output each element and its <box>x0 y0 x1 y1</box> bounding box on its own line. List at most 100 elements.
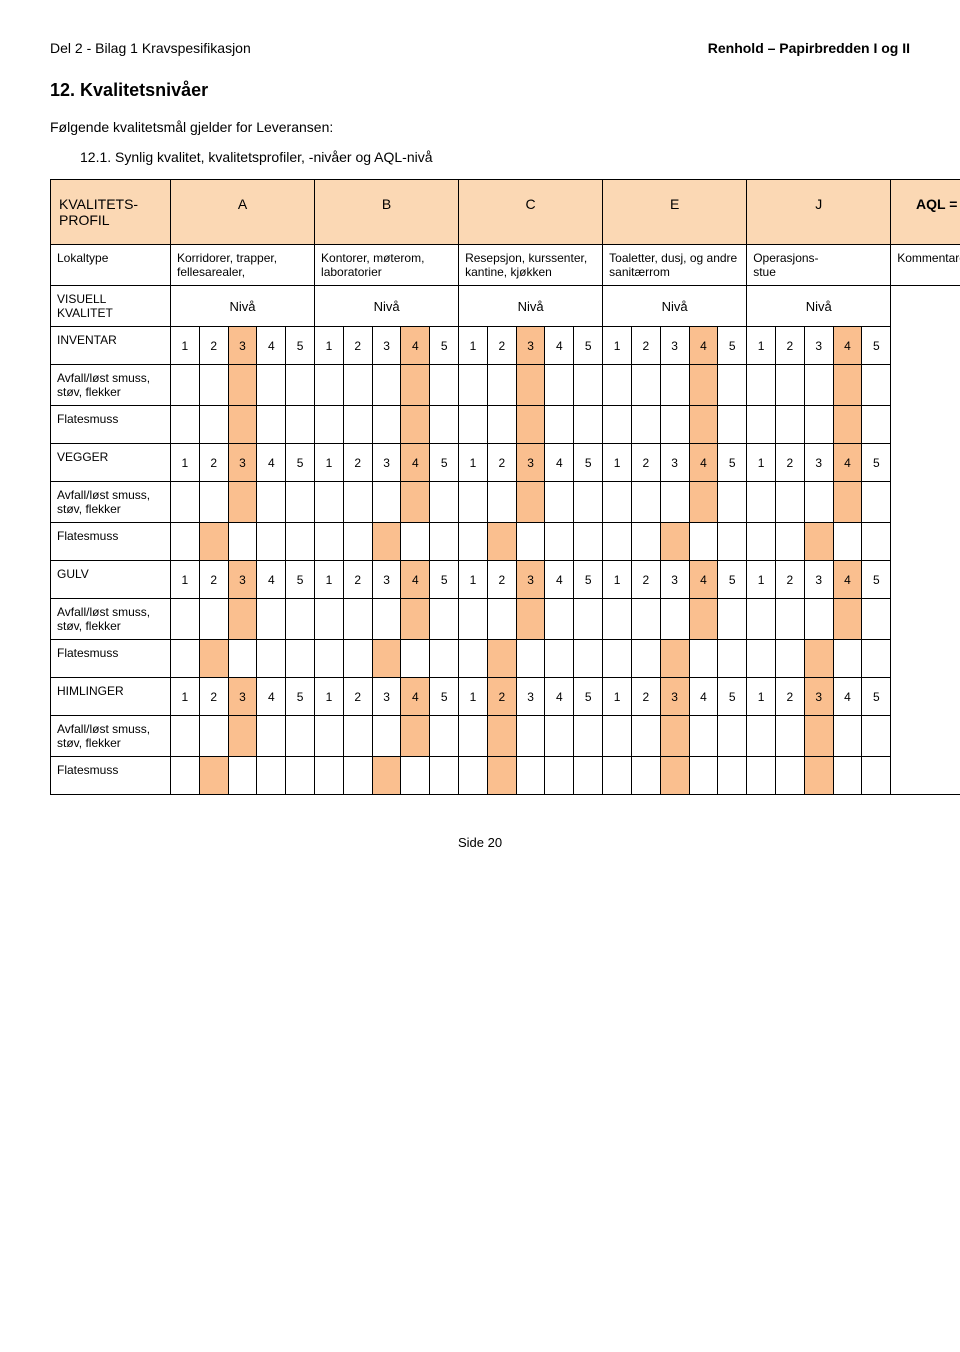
cell: 3 <box>228 444 257 482</box>
cell: 4 <box>401 561 430 599</box>
cell: 1 <box>315 327 344 365</box>
cell <box>315 365 344 406</box>
nivaa-2: Nivå <box>459 286 603 327</box>
cell <box>286 482 315 523</box>
cell <box>574 365 603 406</box>
nivaa-row: VISUELL KVALITETNivåNivåNivåNivåNivå <box>51 286 960 327</box>
cell <box>603 482 632 523</box>
cell <box>545 406 574 444</box>
cell <box>286 523 315 561</box>
cell: 3 <box>804 678 833 716</box>
cell: 1 <box>459 678 488 716</box>
cell: 5 <box>862 444 891 482</box>
cell <box>631 757 660 795</box>
cell: 3 <box>516 678 545 716</box>
cell <box>718 757 747 795</box>
cell: 2 <box>487 561 516 599</box>
cell: 4 <box>257 327 286 365</box>
cell: 2 <box>775 678 804 716</box>
cell <box>545 757 574 795</box>
section-header-0: INVENTAR1234512345123451234512345 <box>51 327 960 365</box>
cell <box>516 482 545 523</box>
cell <box>689 599 718 640</box>
cell <box>487 523 516 561</box>
cell <box>603 716 632 757</box>
section-label-0: INVENTAR <box>51 327 171 365</box>
header-right: Renhold – Papirbredden I og II <box>708 40 910 56</box>
cell <box>718 523 747 561</box>
cell <box>315 599 344 640</box>
cell: 4 <box>257 561 286 599</box>
cell <box>286 716 315 757</box>
cell <box>775 640 804 678</box>
cell: 1 <box>171 444 200 482</box>
cell: 3 <box>660 561 689 599</box>
cell <box>804 482 833 523</box>
cell <box>516 640 545 678</box>
cell <box>862 482 891 523</box>
cell: 3 <box>228 561 257 599</box>
nivaa-0: Nivå <box>171 286 315 327</box>
cell: 2 <box>199 444 228 482</box>
row-label: Avfall/løst smuss, støv, flekker <box>51 599 171 640</box>
cell <box>430 640 459 678</box>
cell <box>516 406 545 444</box>
cell <box>545 365 574 406</box>
cell: 1 <box>315 678 344 716</box>
cell: 1 <box>747 327 776 365</box>
cell <box>603 406 632 444</box>
profile-label: KVALITETS-PROFIL <box>51 180 171 245</box>
profile-header-row: KVALITETS-PROFILABCEJAQL = 4 % <box>51 180 960 245</box>
cell <box>372 757 401 795</box>
cell <box>804 757 833 795</box>
cell <box>228 716 257 757</box>
section-3-row-1: Flatesmuss <box>51 757 960 795</box>
cell <box>487 757 516 795</box>
cell <box>689 523 718 561</box>
cell <box>199 365 228 406</box>
cell <box>171 599 200 640</box>
cell <box>775 716 804 757</box>
cell: 1 <box>171 327 200 365</box>
cell: 5 <box>574 561 603 599</box>
cell: 3 <box>516 444 545 482</box>
row-label: Flatesmuss <box>51 523 171 561</box>
cell: 5 <box>718 327 747 365</box>
section-header-1: VEGGER1234512345123451234512345 <box>51 444 960 482</box>
page-footer: Side 20 <box>50 835 910 850</box>
cell <box>775 757 804 795</box>
cell: 2 <box>775 327 804 365</box>
cell <box>718 716 747 757</box>
cell <box>862 716 891 757</box>
cell <box>747 716 776 757</box>
cell <box>833 365 862 406</box>
cell <box>171 482 200 523</box>
col-A: A <box>171 180 315 245</box>
cell <box>228 365 257 406</box>
cell <box>199 482 228 523</box>
cell <box>775 482 804 523</box>
section-0-row-1: Flatesmuss <box>51 406 960 444</box>
cell <box>228 523 257 561</box>
cell: 1 <box>171 561 200 599</box>
cell: 4 <box>257 678 286 716</box>
cell <box>603 365 632 406</box>
row-label: Flatesmuss <box>51 406 171 444</box>
cell: 4 <box>833 561 862 599</box>
cell <box>516 523 545 561</box>
cell <box>660 482 689 523</box>
nivaa-4: Nivå <box>747 286 891 327</box>
cell <box>574 599 603 640</box>
cell: 3 <box>804 561 833 599</box>
cell: 2 <box>199 561 228 599</box>
cell: 3 <box>516 327 545 365</box>
cell: 5 <box>286 678 315 716</box>
cell <box>343 406 372 444</box>
cell: 2 <box>487 678 516 716</box>
cell <box>833 757 862 795</box>
cell <box>660 406 689 444</box>
cell: 5 <box>862 561 891 599</box>
cell <box>315 640 344 678</box>
cell <box>199 640 228 678</box>
cell <box>430 523 459 561</box>
